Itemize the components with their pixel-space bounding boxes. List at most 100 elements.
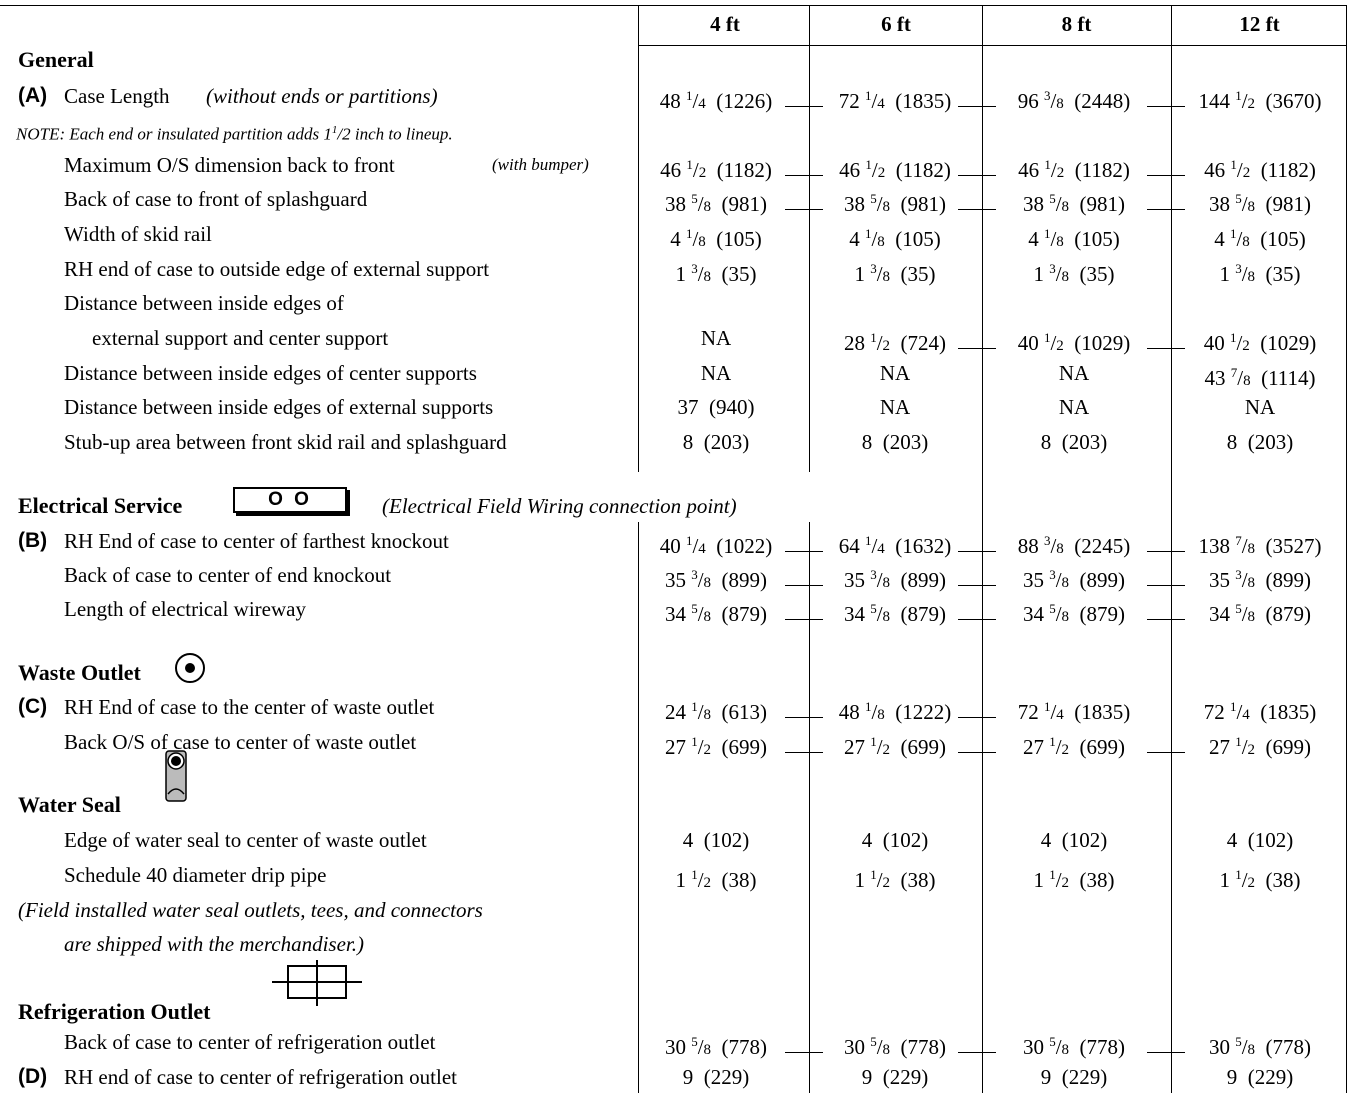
value-cell: 40 1/2 (1029)	[1017, 330, 1131, 355]
value-cell: 1 3/8 (35)	[675, 261, 757, 286]
column-header-4ft: 4 ft	[710, 12, 740, 36]
value-cell: 24 1/8 (613)	[664, 699, 768, 724]
value-cell: 43 7/8 (1114)	[1204, 365, 1316, 390]
section-title-refrigeration: Refrigeration Outlet	[18, 999, 211, 1024]
section-refrigeration: Refrigeration Outlet	[0, 995, 1348, 1029]
row-label: Distance between inside edges of center …	[64, 361, 477, 385]
value-cell: 8 (203)	[1040, 430, 1108, 454]
table-row: Back of case to front of splashguard	[0, 182, 1348, 216]
row-label: Distance between inside edges of externa…	[64, 395, 494, 419]
row-label: Length of electrical wireway	[64, 597, 306, 621]
value-cell: 30 5/8 (778)	[664, 1034, 768, 1059]
value-cell: 38 5/8 (981)	[664, 191, 768, 216]
value-cell: 40 1/2 (1029)	[1203, 330, 1317, 355]
section-title-general: General	[18, 47, 94, 72]
water-seal-note: (Field installed water seal outlets, tee…	[18, 898, 483, 922]
value-cell: 38 5/8 (981)	[843, 191, 947, 216]
leader-line	[785, 1052, 823, 1053]
value-cell: 35 3/8 (899)	[1208, 567, 1312, 592]
value-cell: NA	[879, 395, 911, 419]
row-label: Back of case to center of end knockout	[64, 563, 392, 587]
value-cell: 28 1/2 (724)	[843, 330, 947, 355]
value-cell: 1 1/2 (38)	[1219, 867, 1301, 892]
column-header-8ft: 8 ft	[1061, 12, 1092, 36]
table-row: Distance between inside edges of center …	[0, 356, 1348, 390]
value-cell: 34 5/8 (879)	[1208, 601, 1312, 626]
note-row: are shipped with the merchandiser.)	[0, 927, 1348, 961]
row-label: Edge of water seal to center of waste ou…	[64, 828, 427, 852]
leader-line	[1147, 209, 1185, 210]
row-key-a: (A)	[18, 84, 48, 107]
value-cell: 27 1/2 (699)	[1022, 734, 1126, 759]
leader-line	[958, 1052, 996, 1053]
value-cell: 48 1/4 (1226)	[659, 88, 773, 113]
value-cell: 1 1/2 (38)	[1033, 867, 1115, 892]
row-label: Maximum O/S dimension back to front	[64, 153, 395, 177]
table-row: Back O/S of case to center of waste outl…	[0, 725, 1348, 759]
table-row: Schedule 40 diameter drip pipe	[0, 858, 1348, 892]
water-seal-note-cont: are shipped with the merchandiser.)	[64, 932, 364, 956]
note-row: NOTE: Each end or insulated partition ad…	[0, 113, 1348, 147]
value-cell: 4 (102)	[682, 828, 750, 852]
value-cell: 4 (102)	[861, 828, 929, 852]
water-seal-icon	[165, 750, 187, 802]
value-cell: 8 (203)	[1226, 430, 1294, 454]
row-key-b: (B)	[18, 529, 48, 552]
value-cell: 37 (940)	[677, 395, 755, 419]
value-cell: 96 3/8 (2448)	[1017, 88, 1131, 113]
value-cell: 35 3/8 (899)	[1022, 567, 1126, 592]
value-cell: 1 3/8 (35)	[854, 261, 936, 286]
value-cell: 9 (229)	[682, 1065, 750, 1089]
leader-line	[1147, 551, 1185, 552]
leader-line	[785, 106, 823, 107]
value-cell: 72 1/4 (1835)	[1017, 699, 1131, 724]
row-label: Width of skid rail	[64, 222, 212, 246]
row-label: external support and center support	[92, 326, 389, 350]
value-cell: NA	[700, 326, 732, 350]
leader-line	[1147, 175, 1185, 176]
value-cell: 64 1/4 (1632)	[838, 533, 952, 558]
column-divider	[1171, 5, 1172, 1093]
table-row: (A) Case Length (without ends or partiti…	[0, 79, 1348, 113]
value-cell: 8 (203)	[682, 430, 750, 454]
leader-line	[785, 585, 823, 586]
value-cell: 9 (229)	[1226, 1065, 1294, 1089]
value-cell: 46 1/2 (1182)	[1204, 157, 1316, 182]
column-divider	[982, 5, 983, 1093]
leader-line	[958, 175, 996, 176]
leader-line	[958, 209, 996, 210]
value-cell: 34 5/8 (879)	[843, 601, 947, 626]
row-label: RH End of case to the center of waste ou…	[64, 695, 435, 719]
column-divider	[809, 5, 810, 472]
value-cell: 4 (102)	[1226, 828, 1294, 852]
table-row: Distance between inside edges of externa…	[0, 390, 1348, 424]
table-row: Width of skid rail	[0, 217, 1348, 251]
leader-line	[785, 717, 823, 718]
row-label: RH end of case to center of refrigeratio…	[64, 1065, 458, 1089]
leader-line	[785, 209, 823, 210]
leader-line	[785, 175, 823, 176]
table-row: Back of case to center of end knockout	[0, 558, 1348, 592]
value-cell: 4 1/8 (105)	[670, 226, 762, 251]
value-cell: 27 1/2 (699)	[664, 734, 768, 759]
row-sublabel: (with bumper)	[492, 155, 589, 174]
row-label: Distance between inside edges of	[64, 291, 344, 315]
value-cell: NA	[1058, 361, 1090, 385]
value-cell: 9 (229)	[1040, 1065, 1108, 1089]
leader-line	[1147, 348, 1185, 349]
value-cell: 34 5/8 (879)	[664, 601, 768, 626]
section-general: General	[0, 43, 1348, 77]
section-title-water-seal: Water Seal	[18, 792, 121, 817]
section-electrical: Electrical Service O O (Electrical Field…	[0, 487, 1348, 523]
table-row: Maximum O/S dimension back to front (wit…	[0, 148, 1348, 182]
section-title-waste: Waste Outlet	[18, 660, 141, 685]
leader-line	[958, 348, 996, 349]
leader-line	[1147, 106, 1185, 107]
value-cell: 46 1/2 (1182)	[660, 157, 772, 182]
value-cell: 46 1/2 (1182)	[839, 157, 951, 182]
row-label: RH end of case to outside edge of extern…	[64, 257, 490, 281]
leader-line	[958, 585, 996, 586]
value-cell: NA	[700, 361, 732, 385]
waste-outlet-icon	[175, 653, 205, 683]
value-cell: 38 5/8 (981)	[1022, 191, 1126, 216]
